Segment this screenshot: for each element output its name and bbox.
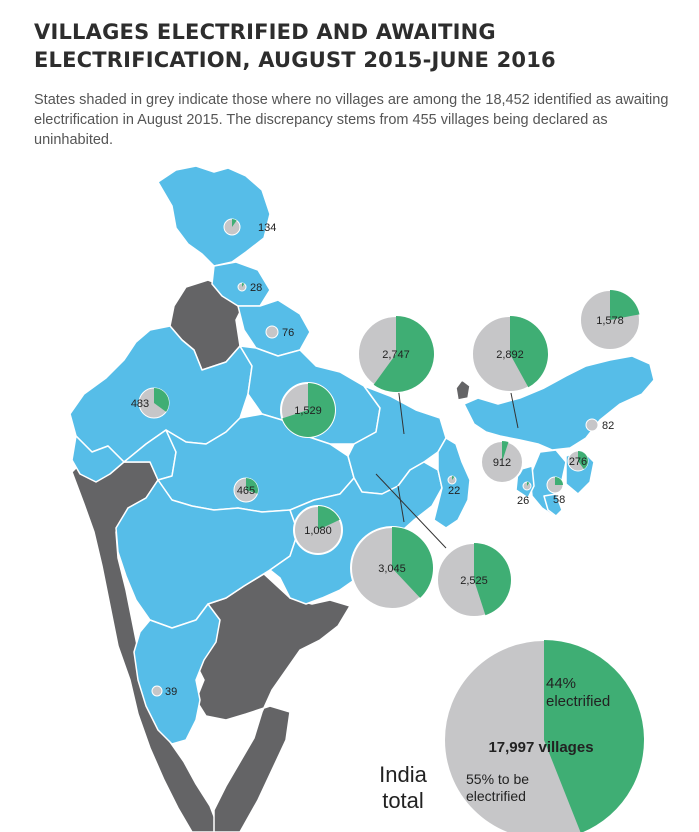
state-value-label: 58 xyxy=(553,494,565,506)
total-remaining-label: 55% to be electrified xyxy=(466,771,533,804)
state-pie-2-remaining xyxy=(265,325,279,339)
state-pie-17-electrified xyxy=(474,543,511,616)
state-value-label: 1,578 xyxy=(596,315,624,327)
state-value-label: 22 xyxy=(448,485,460,497)
state-labels: 134 28 76 483 1,529 2,747 2,892 1,578 82 912 276 22… xyxy=(131,222,624,698)
state-pie-0-electrified xyxy=(232,219,237,227)
state-value-label: 26 xyxy=(517,495,529,507)
state-value-label: 276 xyxy=(569,456,587,468)
total-pie-electrified xyxy=(544,640,644,832)
state-pie-15-electrified xyxy=(318,506,340,530)
total-villages-label: 17,997 villages xyxy=(488,739,593,756)
subtitle: States shaded in grey indicate those whe… xyxy=(34,92,669,148)
state-pie-3-electrified xyxy=(154,387,170,412)
state-pie-12-electrified xyxy=(527,482,530,486)
state-pie-4-electrified xyxy=(282,383,335,437)
india-total-label: India total xyxy=(379,762,427,813)
state-value-label: 82 xyxy=(602,420,614,432)
state-pies xyxy=(138,218,641,697)
india-total-pie xyxy=(443,639,645,832)
state-pie-18-remaining xyxy=(151,685,163,697)
state-value-label: 76 xyxy=(282,327,294,339)
state-value-label: 1,080 xyxy=(304,525,332,537)
page-title: VILLAGES ELECTRIFIED AND AWAITING ELECTR… xyxy=(34,20,556,72)
state-pie-13-electrified xyxy=(555,477,563,485)
state-pie-1-electrified xyxy=(242,283,245,287)
state-value-label: 1,529 xyxy=(294,405,322,417)
state-value-label: 3,045 xyxy=(378,563,406,575)
state-pie-14-electrified xyxy=(246,478,258,494)
state-value-label: 28 xyxy=(250,282,262,294)
state-pie-10-electrified xyxy=(578,451,589,470)
state-value-label: 39 xyxy=(165,686,177,698)
state-value-label: 134 xyxy=(258,222,276,234)
state-pie-5-electrified xyxy=(373,316,434,392)
state-value-label: 2,892 xyxy=(496,349,524,361)
state-pie-8-remaining xyxy=(585,418,599,432)
state-value-label: 2,525 xyxy=(460,575,488,587)
state-value-label: 465 xyxy=(237,485,255,497)
total-electrified-label: 44% electrified xyxy=(546,675,610,710)
state-pie-6-electrified xyxy=(510,316,549,388)
state-value-label: 483 xyxy=(131,398,149,410)
state-value-label: 912 xyxy=(493,457,511,469)
state-value-label: 2,747 xyxy=(382,349,410,361)
state-pie-7-electrified xyxy=(610,290,640,320)
state-pie-16-electrified xyxy=(392,527,434,598)
state-pie-11-electrified xyxy=(452,476,455,480)
state-pie-9-electrified xyxy=(502,441,509,462)
